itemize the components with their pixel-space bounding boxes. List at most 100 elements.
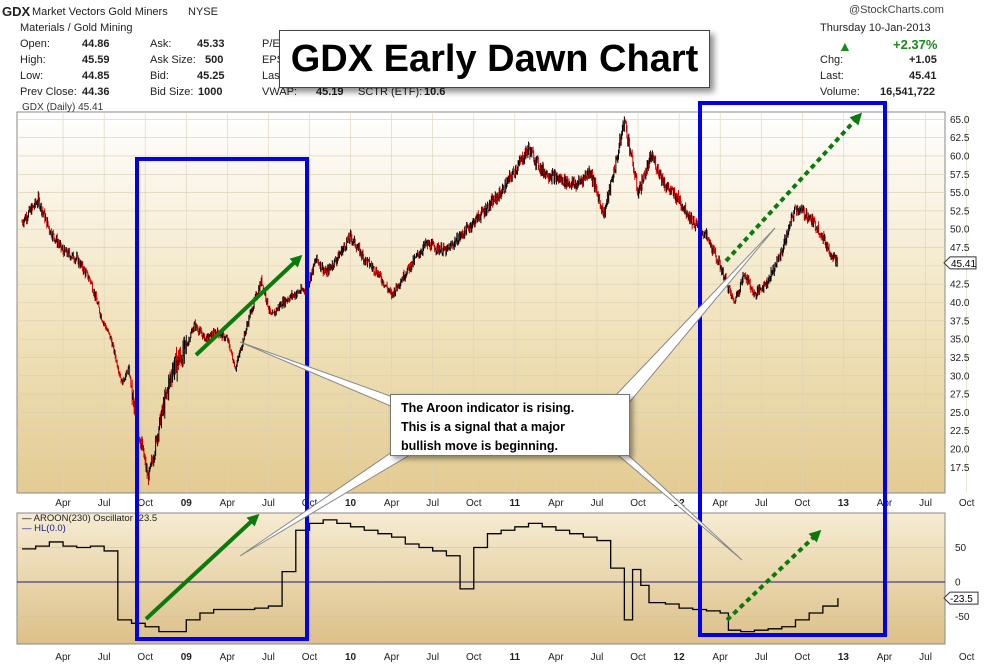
price-y-tick-label: 60.0 bbox=[950, 151, 970, 162]
aroon-up-arrow-right bbox=[725, 529, 822, 622]
pe-label: P/E bbox=[262, 38, 280, 50]
price-y-tick-label: 25.0 bbox=[950, 408, 970, 419]
bid-size-label: Bid Size: bbox=[150, 86, 194, 98]
prev-close-value: 44.36 bbox=[82, 86, 110, 98]
x-tick-label: Apr bbox=[712, 498, 728, 509]
x-tick-label: Apr bbox=[384, 652, 400, 663]
aroon-y-tick-label: -50 bbox=[955, 612, 970, 623]
quote-header: GDX Market Vectors Gold Miners NYSE @Sto… bbox=[0, 0, 990, 100]
aroon-x-axis: Apr Jul Oct 09 Apr Jul Oct 10 Apr Jul Oct 11 Apr Jul O… bbox=[55, 652, 974, 663]
x-tick-label: 12 bbox=[674, 652, 686, 663]
x-tick-label: Apr bbox=[55, 652, 71, 663]
price-y-tick-label: 47.5 bbox=[950, 243, 970, 254]
x-tick-label: Jul bbox=[755, 652, 768, 663]
last-value: 45.41 bbox=[909, 70, 937, 82]
x-tick-label: 09 bbox=[181, 652, 193, 663]
price-y-tick-label: 22.5 bbox=[950, 426, 970, 437]
price-y-tick-label: 20.0 bbox=[950, 445, 970, 456]
ask-label: Ask: bbox=[150, 38, 172, 50]
vwap-value: 45.19 bbox=[316, 86, 344, 98]
price-last-tag-shape bbox=[943, 256, 977, 270]
x-tick-label: Apr bbox=[712, 652, 728, 663]
sector: Materials / Gold Mining bbox=[20, 22, 133, 34]
price-y-tick-label: 57.5 bbox=[950, 170, 970, 181]
x-tick-label: Oct bbox=[630, 652, 646, 663]
price-y-tick-label: 35.0 bbox=[950, 335, 970, 346]
ask-size-label: Ask Size: bbox=[150, 54, 196, 66]
price-y-tick-label: 42.5 bbox=[950, 280, 970, 291]
x-tick-label: 10 bbox=[345, 498, 357, 509]
open-label: Open: bbox=[20, 38, 50, 50]
aroon-legend: — AROON(230) Oscillator -23.5 bbox=[22, 513, 157, 524]
hl-legend-swatch: — bbox=[22, 523, 32, 534]
aroon-y-tick-label: 0 bbox=[955, 577, 961, 588]
annotation-box-2012-low bbox=[698, 101, 887, 637]
x-tick-label: Oct bbox=[959, 498, 975, 509]
price-last-tag: 45.41 bbox=[943, 256, 977, 270]
low-value: 44.85 bbox=[82, 70, 110, 82]
x-tick-label: Apr bbox=[384, 498, 400, 509]
x-tick-label: Oct bbox=[795, 498, 811, 509]
x-tick-label: Oct bbox=[630, 498, 646, 509]
ask-size-value: 500 bbox=[205, 54, 224, 66]
x-tick-label: 09 bbox=[181, 498, 193, 509]
callout-line-3: bullish move is beginning. bbox=[401, 439, 558, 453]
x-tick-label: Oct bbox=[466, 498, 482, 509]
bid-label: Bid: bbox=[150, 70, 169, 82]
price-x-axis: Apr Jul Oct 09 Apr Jul Oct 10 Apr Jul Oct 11 Apr Jul O… bbox=[55, 498, 974, 509]
volume-label: Volume: bbox=[820, 86, 860, 98]
symbol: GDX bbox=[2, 4, 31, 19]
aroon-legend-label: AROON(230) Oscillator -23.5 bbox=[34, 513, 158, 524]
x-tick-label: Jul bbox=[755, 498, 768, 509]
exchange: NYSE bbox=[188, 6, 218, 18]
high-value: 45.59 bbox=[82, 54, 110, 66]
callout-line-1: The Aroon indicator is rising. bbox=[401, 401, 575, 415]
x-tick-label: Apr bbox=[548, 652, 564, 663]
x-tick-label: 13 bbox=[838, 652, 850, 663]
sctr-label: SCTR (ETF): bbox=[358, 86, 423, 98]
x-tick-label: Jul bbox=[98, 498, 111, 509]
ask-value: 45.33 bbox=[197, 38, 225, 50]
change-value: +1.05 bbox=[909, 54, 937, 66]
x-tick-label: Jul bbox=[591, 652, 604, 663]
low-label: Low: bbox=[20, 70, 44, 82]
price-y-tick-label: 17.5 bbox=[950, 463, 970, 474]
chart-title: GDX Early Dawn Chart bbox=[279, 30, 710, 88]
price-y-tick-label: 50.0 bbox=[950, 225, 970, 236]
price-y-tick-label: 30.0 bbox=[950, 371, 970, 382]
price-y-axis: 65.062.560.057.555.052.550.047.545.042.5… bbox=[950, 115, 970, 474]
brand: @StockCharts.com bbox=[849, 4, 944, 16]
x-tick-label: Apr bbox=[55, 498, 71, 509]
x-tick-label: Jul bbox=[262, 652, 275, 663]
x-tick-label: Jul bbox=[591, 498, 604, 509]
security-name: Market Vectors Gold Miners bbox=[32, 6, 168, 18]
x-tick-label: Jul bbox=[426, 652, 439, 663]
aroon-last-tag-shape bbox=[943, 591, 979, 605]
x-tick-label: Jul bbox=[98, 652, 111, 663]
price-y-tick-label: 37.5 bbox=[950, 316, 970, 327]
sctr-value: 10.6 bbox=[424, 86, 446, 98]
aroon-y-tick-label: 50 bbox=[955, 543, 967, 554]
bid-value: 45.25 bbox=[197, 70, 225, 82]
price-y-tick-label: 40.0 bbox=[950, 298, 970, 309]
aroon-last-tag: -23.5 bbox=[943, 591, 979, 605]
aroon-up-arrow-left bbox=[144, 513, 260, 621]
x-tick-label: 11 bbox=[510, 652, 521, 663]
x-tick-label: Apr bbox=[548, 498, 564, 509]
price-up-arrow-right bbox=[724, 112, 863, 263]
x-tick-label: 11 bbox=[510, 498, 521, 509]
price-last-tag-label: 45.41 bbox=[951, 259, 976, 270]
aroon-callout: The Aroon indicator is rising. This is a… bbox=[390, 394, 630, 456]
up-arrow-icon: ▲ bbox=[838, 38, 852, 54]
x-tick-label: Oct bbox=[959, 652, 975, 663]
x-tick-label: Jul bbox=[919, 498, 932, 509]
prev-close-label: Prev Close: bbox=[20, 86, 77, 98]
eps-label: EPS bbox=[262, 54, 285, 66]
annotation-box-2008-low bbox=[135, 157, 309, 641]
x-tick-label: Oct bbox=[302, 498, 318, 509]
price-y-tick-label: 55.0 bbox=[950, 188, 970, 199]
x-tick-label: Apr bbox=[220, 498, 236, 509]
change-percent: +2.37% bbox=[893, 37, 938, 52]
aroon-oscillator-line bbox=[22, 519, 839, 633]
